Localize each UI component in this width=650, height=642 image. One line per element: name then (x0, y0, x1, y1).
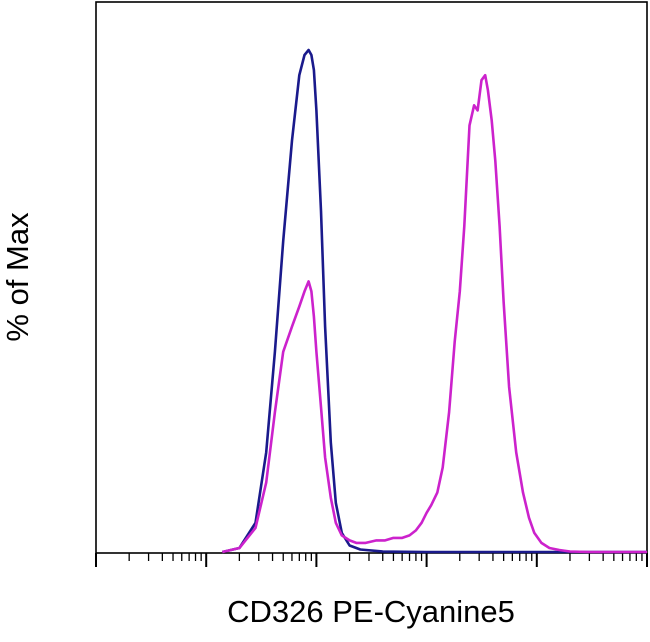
series-line-1 (222, 48, 647, 554)
x-axis-ticks (95, 553, 648, 567)
plot-frame (95, 1, 648, 554)
series-layer (222, 48, 647, 554)
y-axis-label: % of Max (0, 212, 35, 342)
series-line-2 (222, 73, 647, 554)
x-axis-label: CD326 PE-Cyanine5 (227, 594, 515, 629)
